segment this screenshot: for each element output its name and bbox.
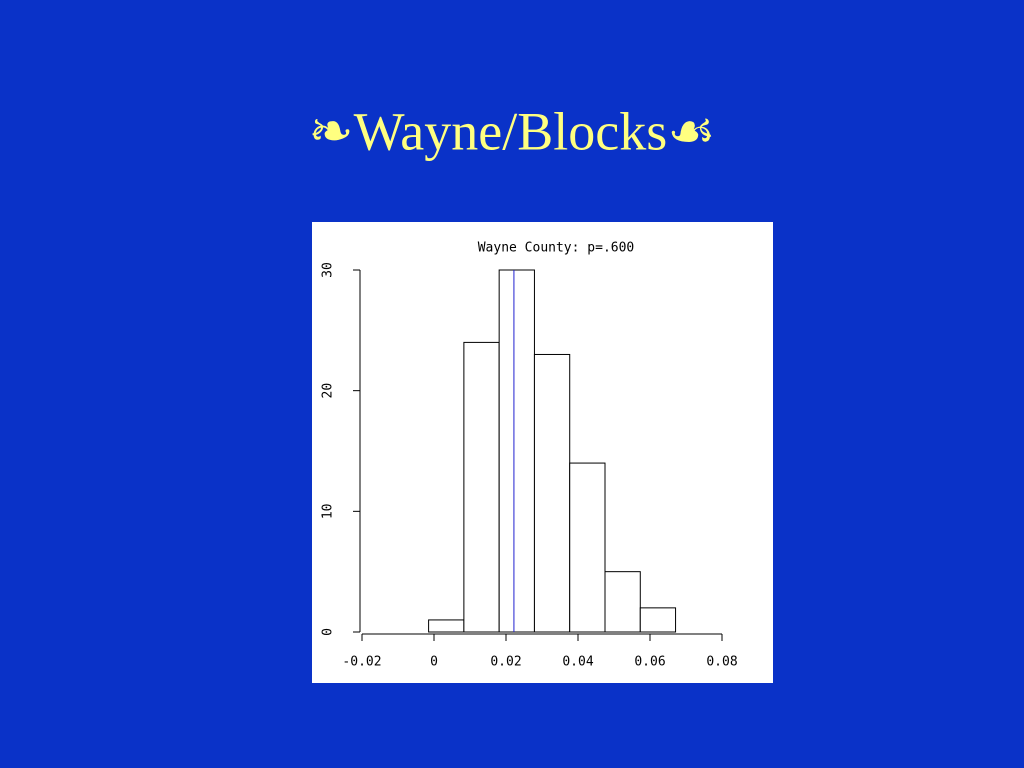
slide-title: ❧Wayne/Blocks☙ [308,101,715,161]
x-tick-label: -0.02 [342,655,381,670]
bar [463,341,500,633]
bar [498,269,535,633]
x-tick-label: 0.02 [490,655,521,670]
chart-title: Wayne County: p=.600 [478,241,635,256]
bar [569,462,606,633]
y-tick-label: 0 [321,628,336,636]
bar [604,571,641,633]
bar [428,619,465,633]
y-tick-label: 30 [321,262,336,278]
x-tick-label: 0.04 [562,655,593,670]
x-tick-label: 0 [430,655,438,670]
y-tick-label: 10 [321,504,336,520]
x-tick-label: 0.06 [634,655,665,670]
bar [533,353,571,633]
bar [639,607,677,633]
y-tick-label: 20 [321,383,336,399]
x-tick-label: 0.08 [706,655,737,670]
